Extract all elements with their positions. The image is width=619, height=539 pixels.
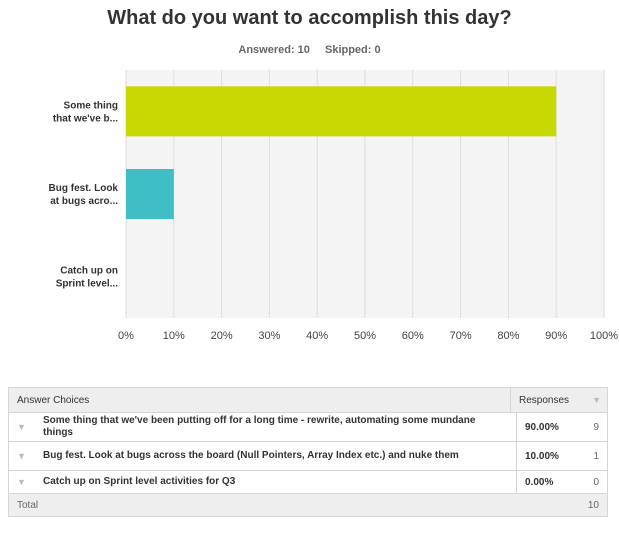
total-label: Total: [17, 499, 39, 511]
skipped-count: Skipped: 0: [324, 44, 381, 56]
response-count: 1: [593, 450, 599, 462]
x-tick-label: 60%: [402, 330, 424, 342]
x-tick-label: 80%: [497, 330, 519, 342]
table-header: Answer Choices Responses ▼: [9, 388, 607, 412]
bar: [126, 169, 174, 219]
answer-choice-text: Catch up on Sprint level activities for …: [43, 476, 236, 487]
category-label: that we've b...: [53, 113, 118, 124]
answer-choice-text: Bug fest. Look at bugs across the board …: [43, 450, 459, 461]
category-label: at bugs acro...: [50, 196, 118, 207]
answer-choice-text: Some thing that we've been putting off f…: [43, 415, 476, 438]
answer-table: Answer Choices Responses ▼ ▼ Some thing …: [8, 387, 608, 517]
x-tick-label: 20%: [211, 330, 233, 342]
table-total-row: Total 10: [9, 493, 607, 516]
x-tick-label: 70%: [450, 330, 472, 342]
x-tick-label: 100%: [590, 330, 618, 342]
response-summary: Answered: 10 Skipped: 0: [0, 44, 619, 56]
category-label: Some thing: [64, 100, 118, 111]
bar-chart: 0% 10% 20% 30% 40% 50% 60% 70% 80% 90% 100% Some th…: [49, 70, 618, 342]
answer-choices-header[interactable]: Answer Choices: [17, 394, 90, 406]
total-value: 10: [587, 499, 599, 511]
category-label: Bug fest. Look: [49, 183, 119, 194]
table-row: ▼ Bug fest. Look at bugs across the boar…: [9, 441, 607, 470]
response-count: 0: [593, 476, 599, 488]
x-tick-label: 10%: [163, 330, 185, 342]
x-tick-label: 90%: [545, 330, 567, 342]
responses-header[interactable]: Responses ▼: [510, 388, 607, 412]
x-tick-label: 0%: [118, 330, 134, 342]
answered-count: Answered: 10: [238, 44, 310, 56]
chart-title: What do you want to accomplish this day?: [107, 7, 512, 29]
table-row: ▼ Catch up on Sprint level activities fo…: [9, 470, 607, 493]
sort-caret-icon[interactable]: ▼: [592, 395, 601, 405]
category-label: Sprint level...: [56, 279, 118, 290]
x-tick-label: 50%: [354, 330, 376, 342]
response-count: 9: [593, 421, 599, 433]
expand-caret-icon[interactable]: ▼: [17, 477, 26, 487]
response-percent: 90.00%: [516, 413, 573, 441]
expand-caret-icon[interactable]: ▼: [17, 422, 26, 432]
x-tick-label: 30%: [258, 330, 280, 342]
expand-caret-icon[interactable]: ▼: [17, 451, 26, 461]
category-label: Catch up on: [60, 266, 118, 277]
bar: [126, 86, 557, 137]
table-row: ▼ Some thing that we've been putting off…: [9, 412, 607, 441]
response-percent: 0.00%: [516, 471, 573, 493]
response-percent: 10.00%: [516, 442, 573, 470]
x-tick-label: 40%: [306, 330, 328, 342]
